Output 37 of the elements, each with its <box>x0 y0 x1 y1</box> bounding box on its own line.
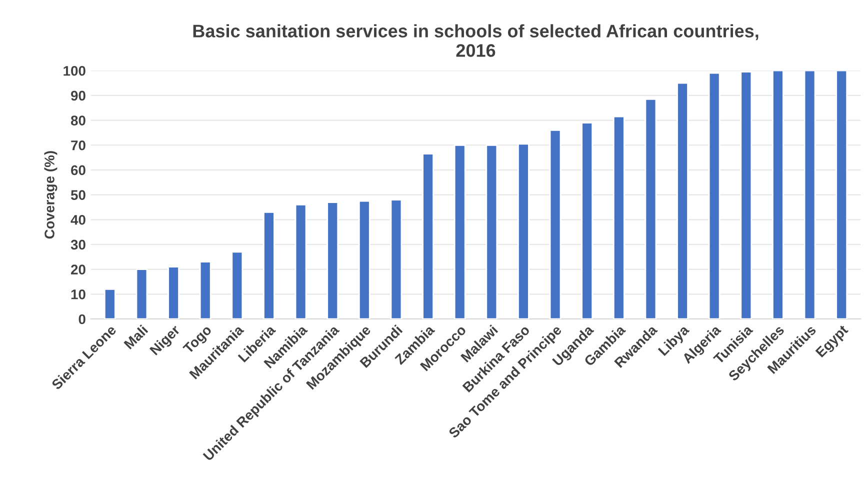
y-tick-label: 50 <box>70 190 86 200</box>
bar <box>294 204 307 319</box>
bar <box>390 199 402 319</box>
bar <box>263 211 275 319</box>
bar <box>581 122 594 319</box>
y-tick-label: 10 <box>71 289 86 300</box>
bar <box>708 72 720 319</box>
bar <box>168 266 180 319</box>
bar <box>326 202 339 319</box>
bar <box>486 144 498 319</box>
bar <box>199 261 212 319</box>
y-tick-label: 100 <box>64 66 86 76</box>
bar <box>518 143 530 319</box>
bar <box>549 130 562 319</box>
bar <box>836 70 848 319</box>
bar <box>644 98 657 319</box>
y-tick-label: 70 <box>71 140 86 150</box>
y-tick-label: 60 <box>71 165 86 176</box>
bar <box>104 288 116 319</box>
bar <box>231 251 244 319</box>
bar <box>136 268 148 319</box>
y-tick-label: 90 <box>71 90 86 101</box>
bar <box>612 116 625 319</box>
bar <box>804 70 816 319</box>
bar <box>740 71 752 319</box>
bar <box>454 144 466 319</box>
y-tick-label: 80 <box>70 116 86 126</box>
y-axis-title: Coverage (%) <box>44 151 58 239</box>
y-tick-label: 0 <box>78 314 86 324</box>
bar <box>676 82 688 319</box>
chart-title: Basic sanitation services in schools of selected African countries, 2016 <box>193 24 758 57</box>
bar <box>358 200 370 319</box>
bar <box>422 153 434 319</box>
y-tick-label: 40 <box>70 214 86 225</box>
y-tick-label: 20 <box>71 264 86 274</box>
y-tick-label: 30 <box>70 240 86 250</box>
bar <box>772 70 784 319</box>
